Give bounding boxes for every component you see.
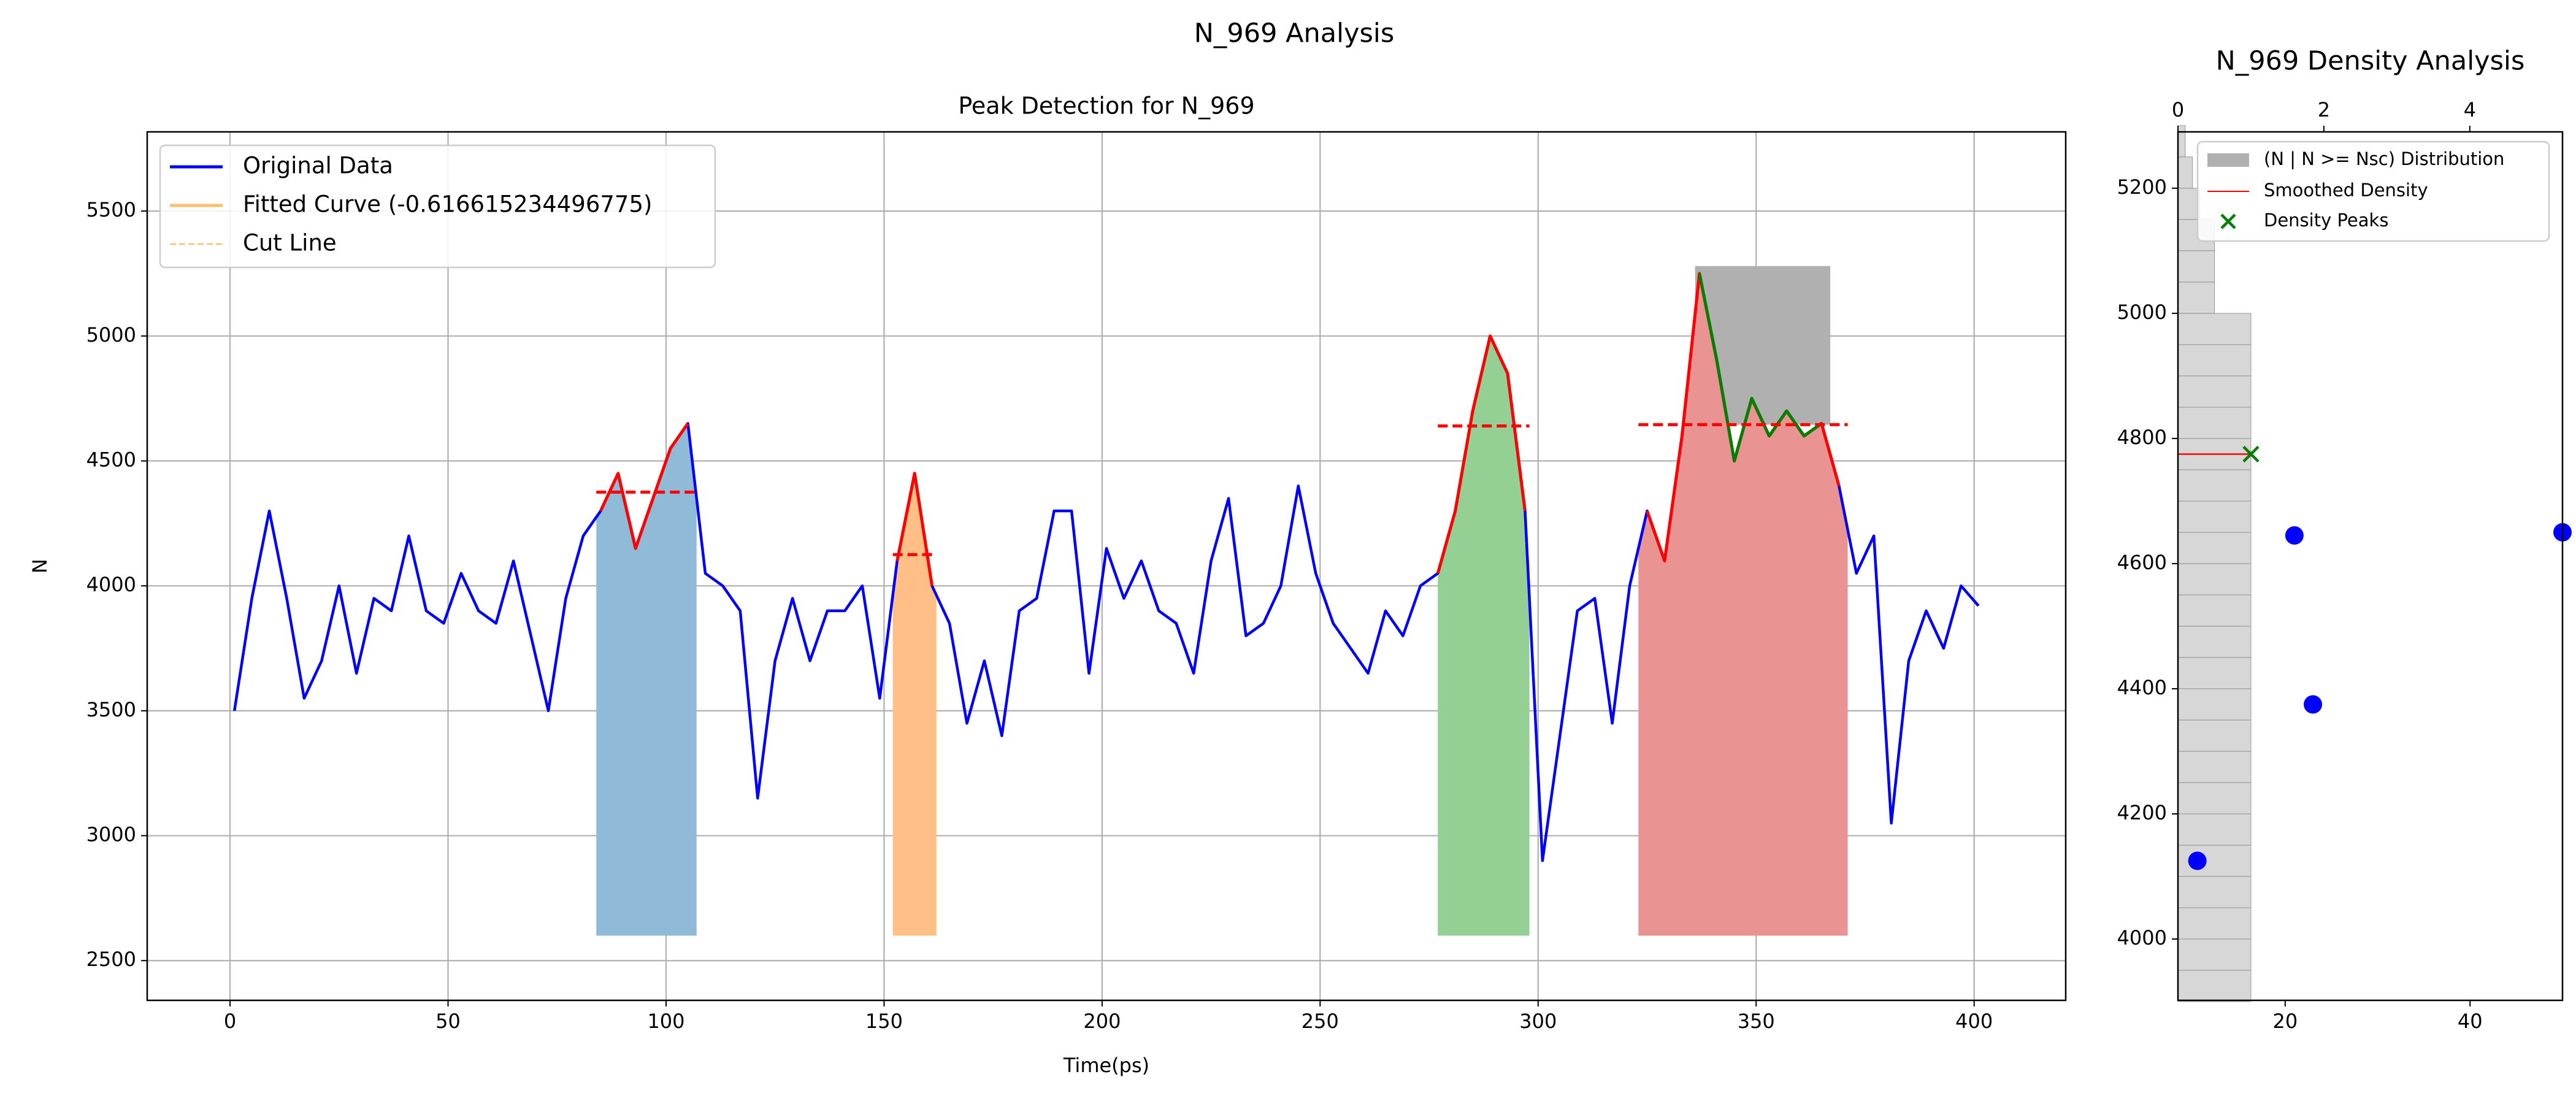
histogram-bar (2177, 782, 2252, 815)
y-tick-label: 4800 (2117, 426, 2167, 449)
peak-region (892, 473, 937, 936)
y-tick-label: 5200 (2117, 175, 2167, 199)
histogram-bar (2177, 688, 2252, 721)
histogram-bar (2177, 657, 2252, 689)
legend-swatch (2207, 153, 2249, 167)
y-tick-label: 4000 (2117, 926, 2167, 949)
y-tick-label: 3000 (86, 823, 136, 846)
legend-label: (N | N >= Nsc) Distribution (2264, 148, 2504, 169)
histogram-bar (2177, 907, 2252, 940)
legend-label: Fitted Curve (-0.616615234496775) (243, 191, 652, 218)
peak-line (1436, 334, 1527, 574)
histogram-bar (2177, 751, 2252, 783)
histogram-bar (2177, 594, 2252, 627)
x-tick-label: 400 (1955, 1010, 1993, 1033)
y-tick-label: 5000 (2117, 301, 2167, 324)
box-line (1698, 273, 1823, 462)
peak-region (596, 423, 697, 936)
histogram-bar (2177, 313, 2252, 345)
legend-box (159, 144, 716, 269)
legend: Original Data Fitted Curve (-0.6166152344… (159, 144, 716, 269)
histogram-bar (2177, 250, 2215, 283)
x-tick-label: 0 (224, 1010, 236, 1033)
legend: (N | N >= Nsc) Distribution Smoothed Dens… (2196, 140, 2550, 242)
legend-box (2196, 140, 2550, 242)
x-tick-label: 100 (647, 1010, 684, 1033)
histogram-bar (2177, 938, 2252, 971)
legend-label: Density Peaks (2264, 210, 2388, 231)
y-tick-label: 5500 (86, 198, 136, 221)
chart-title: Peak Detection for N_969 (958, 93, 1254, 120)
peak-point (2188, 851, 2207, 870)
histogram-bar (2177, 282, 2215, 314)
plot-frame (2177, 131, 2564, 1002)
histogram-bar (2177, 125, 2186, 158)
peak-point (2285, 526, 2304, 545)
histogram-bar (2177, 407, 2252, 439)
histogram-bar (2177, 876, 2252, 908)
density-peak (2242, 445, 2260, 462)
legend-label: Smoothed Density (2264, 180, 2428, 201)
histogram-bar (2177, 532, 2252, 564)
y-tick-label: 4500 (86, 448, 136, 471)
legend-label: Cut Line (243, 230, 337, 256)
x-tick-label: 40 (2458, 1010, 2483, 1033)
x-axis-label: Time(ps) (1063, 1054, 1149, 1077)
legend-label: Original Data (243, 153, 393, 179)
histogram-bar (2177, 188, 2201, 220)
y-tick-label: 4400 (2117, 676, 2167, 699)
histogram-bar (2177, 156, 2193, 189)
peak-line (895, 472, 934, 586)
x2-tick-label: 4 (2464, 98, 2476, 121)
histogram-bar (2177, 563, 2252, 596)
peak-point (2304, 695, 2323, 714)
histogram-bar (2177, 469, 2252, 502)
x2-tick-label: 2 (2318, 98, 2330, 121)
x-tick-label: 250 (1301, 1010, 1339, 1033)
y-tick-label: 4200 (2117, 801, 2167, 824)
y-tick-label: 2500 (86, 948, 136, 971)
histogram-bar (2177, 719, 2252, 752)
peak-region (1638, 273, 1848, 936)
y-axis-label: N (28, 559, 52, 573)
histogram-bar (2177, 500, 2252, 533)
peak-line (599, 422, 689, 550)
histogram-bar (2177, 626, 2252, 658)
x2-tick-label: 0 (2172, 98, 2184, 121)
x-tick-label: 300 (1519, 1010, 1557, 1033)
x-tick-label: 200 (1083, 1010, 1121, 1033)
chart-title: N_969 Density Analysis (2216, 46, 2525, 77)
histogram-bar (2177, 375, 2252, 408)
y-tick-label: 5000 (86, 323, 136, 347)
y-tick-label: 4000 (86, 573, 136, 596)
histogram-bar (2177, 813, 2252, 846)
figure-title: N_969 Analysis (1194, 18, 1395, 49)
plot-frame (146, 131, 2067, 1002)
x-tick-label: 50 (435, 1010, 461, 1033)
histogram-bar (2177, 970, 2252, 1002)
histogram-bar (2177, 344, 2252, 377)
legend-swatch (2220, 213, 2236, 229)
y-tick-label: 4600 (2117, 551, 2167, 574)
y-tick-label: 3500 (86, 698, 136, 721)
x-tick-label: 150 (865, 1010, 903, 1033)
x-tick-label: 350 (1738, 1010, 1775, 1033)
x-tick-label: 20 (2272, 1010, 2298, 1033)
